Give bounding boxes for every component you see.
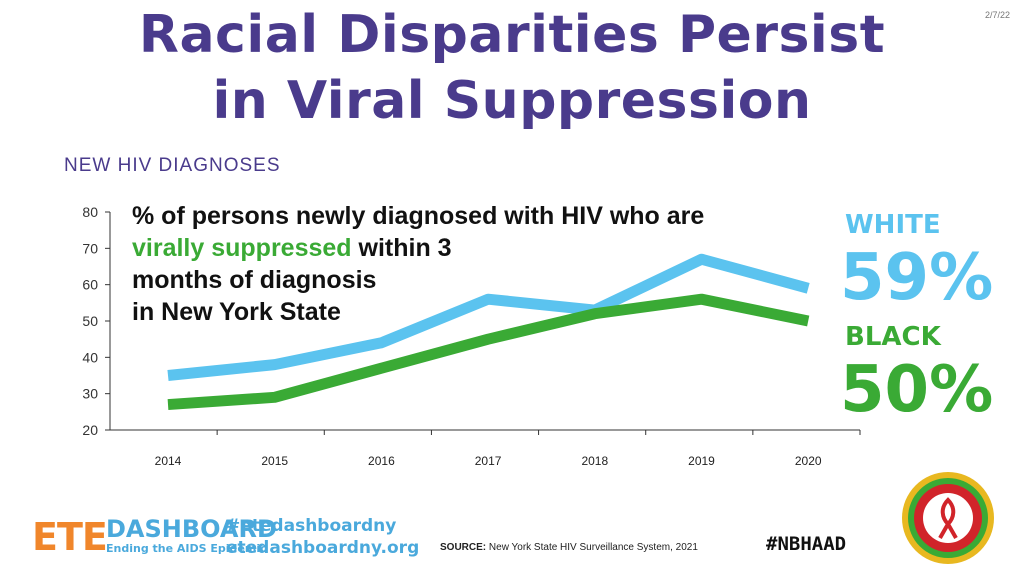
y-tick-label: 30 [82,386,98,402]
y-tick-label: 40 [82,349,98,365]
chart-note-line-2-rest: within 3 [358,234,452,262]
nbhaad-badge [902,472,994,564]
chart-note-line-4: in New York State [132,298,341,326]
website-link[interactable]: etedashboardny.org [226,538,420,558]
black-label: BLACK [845,322,941,352]
logo-ete: ETE [32,515,108,559]
y-tick-label: 50 [82,313,98,329]
logo-dashboard: DASHBOARD [106,515,277,543]
badge-center [923,493,973,543]
slide-title-line-1: Racial Disparities Persist [138,5,886,65]
x-tick-label: 2015 [261,454,288,468]
social-links: #etedashboardny etedashboardny.org [226,515,419,559]
x-tick-label: 2020 [795,454,822,468]
chart-note: % of persons newly diagnosed with HIV wh… [132,200,704,328]
y-tick-label: 70 [82,240,98,256]
black-value: 50% [840,353,994,427]
y-tick-label: 20 [82,422,98,438]
nbhaad-hashtag: #NBHAAD [766,533,847,555]
source-label: SOURCE: [440,542,487,553]
y-tick-label: 60 [82,277,98,293]
chart-note-line-3: months of diagnosis [132,266,377,294]
slide-title-line-2: in Viral Suppression [212,71,812,131]
chart-note-line-1: % of persons newly diagnosed with HIV wh… [132,202,705,230]
x-tick-label: 2019 [688,454,715,468]
chart-note-highlight: virally suppressed [132,234,352,262]
source-text: New York State HIV Surveillance System, … [488,542,698,553]
y-tick-label: 80 [82,204,98,220]
logo-tagline: Ending the AIDS Epidemic [106,542,267,555]
social-hashtag[interactable]: #etedashboardny [226,516,397,536]
chart-note-line-2: virally suppressed within 3 [132,232,704,264]
white-label: WHITE [845,210,941,240]
section-heading: NEW HIV DIAGNOSES [64,155,281,176]
x-tick-label: 2018 [581,454,608,468]
x-tick-label: 2016 [368,454,395,468]
x-tick-label: 2014 [155,454,182,468]
red-ribbon-icon [938,497,958,539]
ete-dashboard-logo[interactable]: ETE DASHBOARD Ending the AIDS Epidemic [32,515,277,559]
x-tick-label: 2017 [475,454,502,468]
white-value: 59% [840,241,994,315]
source-note: SOURCE: New York State HIV Surveillance … [440,542,698,553]
slide-date: 2/7/22 [984,10,1010,20]
